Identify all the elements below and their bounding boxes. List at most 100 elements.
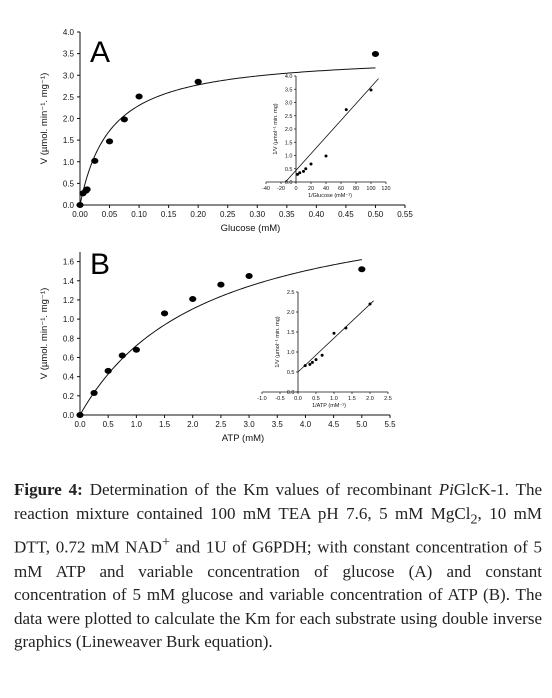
- data-point: [91, 157, 99, 164]
- inset-x-tick-label: -20: [277, 186, 285, 192]
- inset-y-tick-label: 0.0: [287, 390, 295, 396]
- caption-text-1: Determination of the Km values of recomb…: [89, 480, 432, 499]
- x-tick-label: 0.15: [161, 210, 177, 219]
- x-tick-label: 3.0: [244, 420, 256, 429]
- data-point: [120, 116, 128, 123]
- x-tick-label: 0.45: [338, 210, 354, 219]
- inset-x-tick-label: 1.0: [330, 396, 338, 402]
- inset-x-tick-label: 0.5: [312, 396, 320, 402]
- x-axis-label: ATP (mM): [222, 433, 264, 444]
- inset-y-tick-label: 2.0: [285, 127, 293, 133]
- y-tick-label: 0.2: [63, 392, 75, 401]
- x-tick-label: 1.5: [159, 420, 171, 429]
- x-tick-label: 0.00: [72, 210, 88, 219]
- y-tick-label: 1.0: [63, 158, 75, 167]
- y-tick-label: 0.8: [63, 334, 75, 343]
- caption-label: Figure 4:: [14, 480, 83, 499]
- inset-data-point: [298, 171, 302, 175]
- x-tick-label: 0.20: [190, 210, 206, 219]
- inset-y-tick-label: 0.5: [285, 167, 293, 173]
- caption-text-3: , 10 mM DTT, 0.72 mM NAD: [14, 503, 543, 558]
- caption-sup: +: [161, 534, 170, 551]
- inset-regression-line: [285, 78, 379, 183]
- x-tick-label: 0.55: [397, 210, 413, 219]
- inset-data-point: [368, 302, 372, 306]
- inset-y-tick-label: 1.5: [287, 330, 295, 336]
- x-tick-label: 5.5: [384, 420, 396, 429]
- y-tick-label: 4.0: [63, 28, 75, 37]
- data-point: [118, 352, 126, 359]
- inset-y-tick-label: 2.5: [287, 290, 295, 296]
- data-point: [358, 266, 366, 273]
- inset-data-point: [302, 169, 305, 173]
- x-tick-label: 0.35: [279, 210, 295, 219]
- x-tick-label: 2.5: [215, 420, 227, 429]
- inset-x-axis-label: 1/ATP (mM⁻¹): [312, 403, 346, 409]
- x-tick-label: 0.25: [220, 210, 236, 219]
- inset-y-tick-label: 1.0: [287, 350, 295, 356]
- x-tick-label: 1.0: [131, 420, 143, 429]
- data-point: [105, 138, 114, 145]
- x-tick-label: 0.40: [309, 210, 325, 219]
- inset-data-point: [310, 360, 314, 364]
- inset-data-point: [344, 326, 348, 330]
- inset-y-axis-label: 1/V (µmol⁻¹ min. mg): [273, 103, 279, 154]
- y-tick-label: 0.6: [63, 353, 75, 362]
- x-axis-label: Glucose (mM): [221, 223, 281, 234]
- inset-data-point: [369, 88, 373, 92]
- data-point: [104, 367, 112, 374]
- fit-curve: [79, 259, 362, 416]
- inset-data-point: [308, 362, 312, 366]
- y-tick-label: 1.5: [63, 136, 75, 145]
- y-axis-label: V (µmol. min⁻¹. mg⁻¹): [39, 73, 50, 165]
- y-tick-label: 0.0: [63, 201, 75, 210]
- y-tick-label: 1.0: [63, 315, 75, 324]
- inset-x-tick-label: -40: [262, 186, 270, 192]
- x-tick-label: 0.05: [102, 210, 118, 219]
- data-point: [194, 78, 202, 85]
- data-point: [189, 295, 197, 302]
- figure-plots: 0.00 0.05 0.10 0.15 0.20 0.25 0.30 0.35 0.40 0.45…: [39, 28, 413, 444]
- data-point: [160, 310, 169, 317]
- caption-text-4: and 1U of G6PDH; with constant concentra…: [14, 538, 543, 652]
- inset-data-point: [304, 167, 308, 171]
- inset-x-tick-label: -0.5: [275, 396, 284, 402]
- fit-curve: [79, 67, 376, 206]
- inset-data-point: [303, 364, 307, 368]
- y-tick-label: 2.0: [63, 115, 75, 124]
- inset-x-tick-label: 100: [366, 186, 375, 192]
- inset-data-point: [320, 353, 324, 357]
- inset-y-tick-label: 0.5: [287, 370, 295, 376]
- inset-x-tick-label: 0.0: [294, 396, 302, 402]
- inset-y-tick-label: 3.5: [285, 87, 293, 93]
- panel-letter: B: [90, 248, 110, 281]
- inset-y-axis-label: 1/V (µmol⁻¹ min. mg): [275, 316, 281, 367]
- y-tick-label: 0.0: [63, 411, 75, 420]
- inset-x-tick-label: 80: [353, 186, 359, 192]
- panel-letter: A: [90, 36, 110, 69]
- y-tick-label: 0.5: [63, 179, 75, 188]
- y-tick-label: 3.5: [63, 50, 75, 59]
- inset-y-tick-label: 4.0: [285, 74, 293, 80]
- x-tick-label: 0.30: [249, 210, 265, 219]
- x-tick-label: 3.5: [272, 420, 284, 429]
- inset-data-point: [314, 358, 318, 362]
- inset-y-tick-label: 1.0: [285, 154, 293, 160]
- inset-regression-line: [297, 300, 374, 373]
- inset-x-tick-label: 2.0: [366, 396, 374, 402]
- data-point: [371, 51, 380, 58]
- inset-x-tick-label: 1.5: [348, 396, 356, 402]
- data-point: [76, 412, 84, 418]
- data-point: [76, 202, 84, 208]
- y-tick-label: 2.5: [63, 93, 75, 102]
- inset-data-point: [344, 108, 348, 112]
- panel-a-chart: 0.00 0.05 0.10 0.15 0.20 0.25 0.30 0.35 0.40 0.45…: [39, 28, 413, 234]
- y-axis-label: V (µmol. min⁻¹. mg⁻¹): [39, 288, 50, 380]
- inset-y-tick-label: 2.0: [287, 310, 295, 316]
- inset-y-tick-label: 1.5: [285, 140, 293, 146]
- y-tick-label: 1.4: [63, 277, 75, 286]
- inset-x-tick-label: 0: [294, 186, 297, 192]
- panel-b-chart: 0.0 0.5 1.0 1.5 2.0 2.5 3.0 3.5 4.0 4.5 5.0 5.50.00…: [39, 248, 396, 444]
- inset-x-tick-label: 20: [308, 186, 314, 192]
- x-tick-label: 0.50: [368, 210, 384, 219]
